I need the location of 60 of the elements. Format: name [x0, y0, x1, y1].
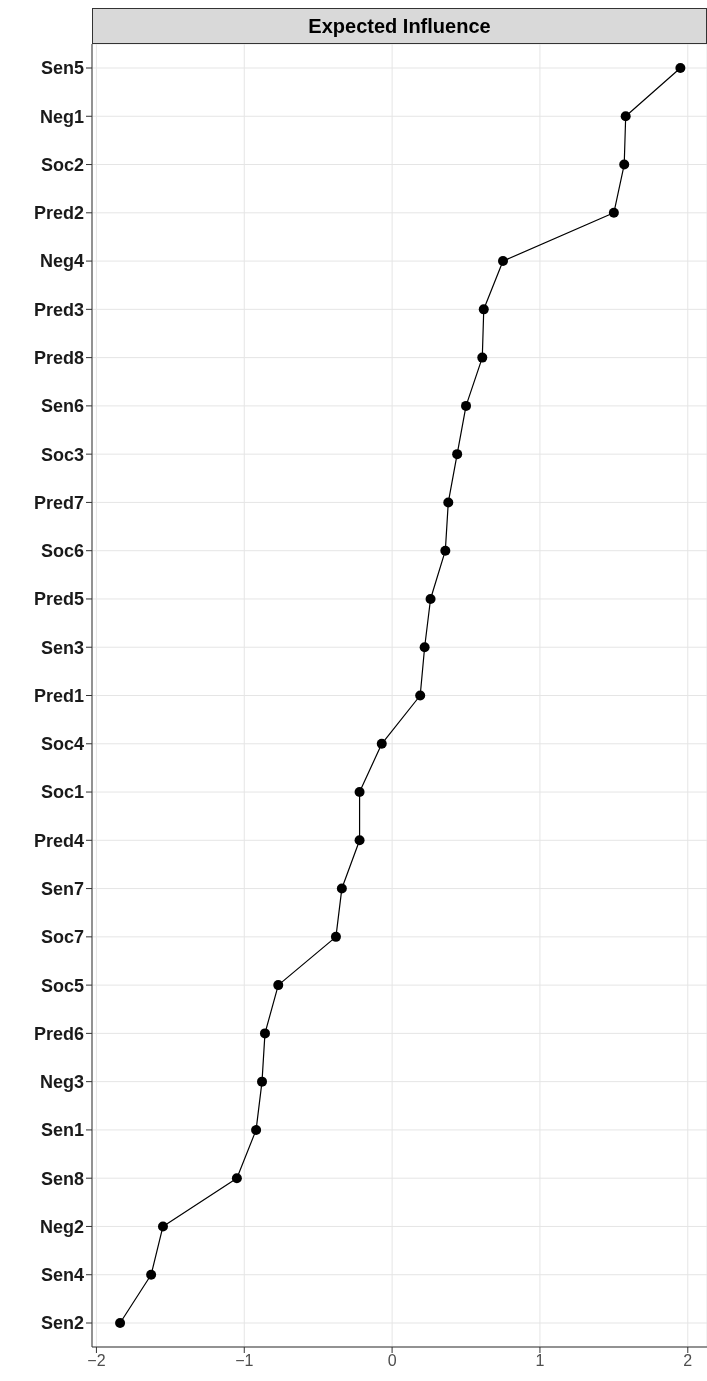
y-tick-label: Pred8 [33, 348, 84, 369]
point [157, 1221, 168, 1232]
point [257, 1076, 268, 1087]
y-tick-label: Neg2 [39, 1216, 84, 1237]
point [115, 1318, 126, 1328]
point [354, 787, 365, 798]
y-tick-label: Sen1 [40, 1120, 84, 1141]
point [477, 352, 488, 363]
x-tick-label: 0 [387, 1352, 397, 1370]
y-tick-label: Neg3 [39, 1072, 84, 1093]
y-tick-label: Pred6 [33, 1023, 84, 1044]
y-tick-label: Pred2 [33, 203, 84, 224]
point [273, 980, 284, 991]
y-tick-label: Sen6 [40, 396, 84, 417]
y-tick-label: Soc3 [40, 444, 84, 465]
y-tick-label: Soc6 [40, 541, 84, 562]
point [251, 1124, 262, 1135]
y-tick-label: Sen7 [40, 878, 84, 899]
point [478, 304, 489, 315]
x-tick-label: 2 [683, 1352, 693, 1370]
point [461, 400, 472, 411]
point [419, 642, 430, 653]
x-tick-label: 1 [535, 1352, 545, 1370]
y-tick-label: Soc7 [40, 927, 84, 948]
point [376, 738, 387, 749]
point [354, 835, 365, 846]
point [675, 63, 686, 73]
y-tick-label: Sen2 [40, 1313, 84, 1334]
y-tick-label: Soc1 [40, 782, 84, 803]
y-tick-label: Sen4 [40, 1265, 84, 1286]
point [608, 207, 619, 218]
point [330, 931, 341, 942]
y-tick-label: Sen3 [40, 637, 84, 658]
point [440, 545, 451, 556]
y-tick-label: Pred7 [33, 492, 84, 513]
point [620, 111, 631, 122]
point [336, 883, 347, 894]
y-tick-label: Neg1 [39, 106, 84, 127]
chart-title: Expected Influence [92, 8, 707, 44]
point [415, 690, 426, 701]
point [452, 449, 463, 460]
point [443, 497, 454, 508]
x-tick-label: −2 [87, 1352, 106, 1370]
y-tick-label: Pred3 [33, 299, 84, 320]
point [231, 1173, 242, 1184]
y-tick-label: Pred4 [33, 830, 84, 851]
point [146, 1269, 157, 1280]
y-tick-label: Sen5 [40, 58, 84, 79]
point [259, 1028, 270, 1039]
y-tick-label: Pred1 [33, 685, 84, 706]
y-tick-label: Soc5 [40, 975, 84, 996]
y-tick-label: Soc2 [40, 154, 84, 175]
point [619, 159, 630, 170]
point [425, 593, 436, 604]
y-tick-label: Sen8 [40, 1168, 84, 1189]
y-tick-label: Soc4 [40, 734, 84, 755]
x-tick-label: −1 [235, 1352, 254, 1370]
y-tick-label: Pred5 [33, 589, 84, 610]
point [497, 256, 508, 267]
y-tick-label: Neg4 [39, 251, 84, 272]
